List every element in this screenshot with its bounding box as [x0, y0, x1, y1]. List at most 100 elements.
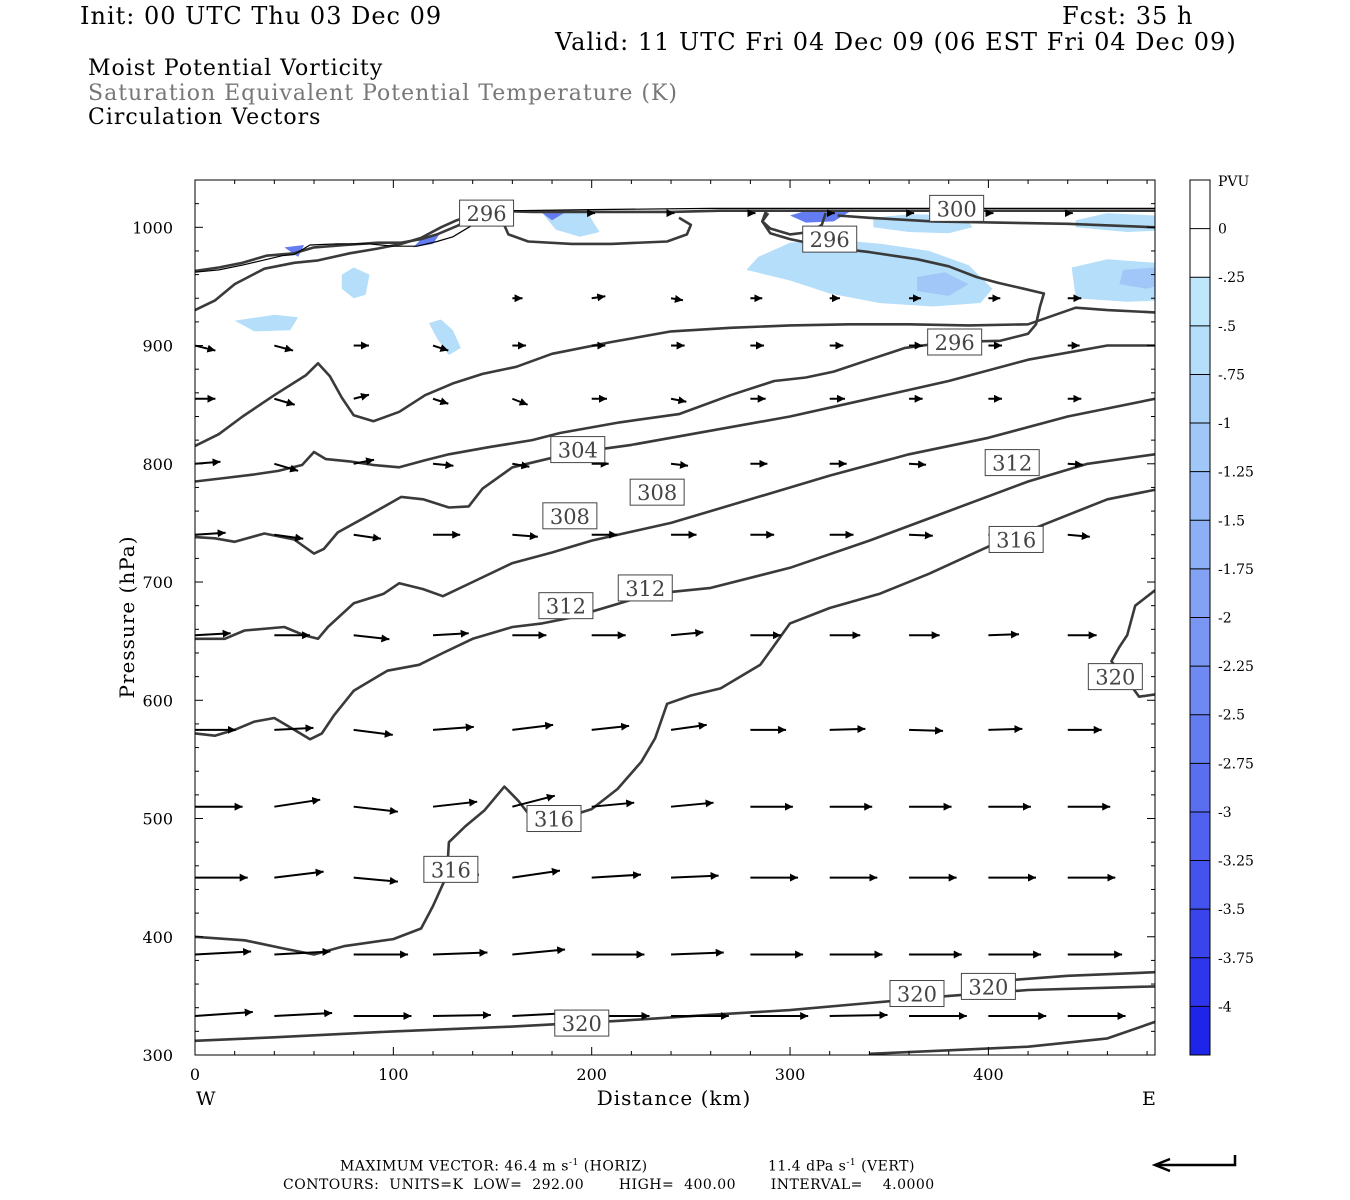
circulation-vector — [512, 532, 538, 541]
circulation-vector — [1067, 532, 1090, 540]
contour-label-frame — [1087, 663, 1143, 691]
colorbar-label: -2.5 — [1218, 708, 1245, 724]
circulation-vector — [274, 462, 299, 473]
max-vector-vert: 11.4 dPa s — [768, 1158, 847, 1175]
circulation-vector — [274, 724, 314, 733]
contour-label-frame — [988, 525, 1044, 553]
colorbar-label: -.5 — [1218, 319, 1236, 335]
contour-label-box: 316 — [423, 855, 479, 883]
mpv-shading-region — [284, 245, 305, 257]
circulation-vector — [353, 876, 398, 885]
circulation-vector — [353, 634, 390, 643]
title-mpv: Moist Potential Vorticity — [88, 56, 384, 81]
contour-label-box: 320 — [889, 980, 945, 1008]
contour-label: 304 — [558, 439, 598, 463]
contour-label-box: 296 — [927, 328, 983, 356]
contour-label: 312 — [992, 452, 1032, 476]
colorbar-swatch — [1190, 957, 1210, 1007]
circulation-vector — [194, 947, 252, 956]
circulation-vector — [511, 397, 529, 406]
colorbar-label: 0 — [1218, 222, 1227, 238]
colorbar-swatch — [1190, 666, 1210, 716]
circulation-vector — [670, 799, 714, 808]
contour-label-frame — [554, 1009, 610, 1037]
circulation-vector — [353, 457, 375, 466]
valid-time: Valid: 11 UTC Fri 04 Dec 09 (06 EST Fri … — [555, 28, 1237, 56]
contour-label-frame — [929, 194, 985, 222]
mpv-shading-region — [542, 213, 564, 221]
circulation-vector — [670, 628, 704, 637]
contour-label: 316 — [534, 808, 574, 832]
contour-label: 308 — [637, 481, 677, 505]
contour-label-box: 308 — [629, 478, 685, 506]
colorbar-swatch — [1190, 520, 1210, 570]
circulation-vector — [432, 629, 469, 638]
circulation-vector — [670, 871, 719, 880]
circulation-vector — [432, 723, 474, 732]
circulation-vector — [353, 805, 398, 815]
colorbar-swatch — [1190, 568, 1210, 618]
mpv-shading-region — [341, 267, 370, 299]
circulation-vector — [274, 796, 321, 808]
colorbar-title: PVU — [1218, 174, 1250, 190]
circulation-vector — [512, 946, 566, 956]
west-label: W — [196, 1088, 216, 1110]
x-axis-title: Distance (km) — [597, 1086, 752, 1110]
colorbar-label: -1.25 — [1218, 465, 1254, 481]
mpv-shading-region — [917, 272, 969, 296]
max-vector-info: MAXIMUM VECTOR: 46.4 m s-1 (HORIZ) — [340, 1158, 648, 1175]
contour-label: 316 — [996, 528, 1036, 552]
contour-label-box: 316 — [526, 805, 582, 833]
mpv-shading-region — [234, 314, 299, 332]
circulation-vector — [432, 1011, 491, 1020]
mpv-shading-region — [1075, 213, 1155, 232]
x-tick-label: 200 — [576, 1065, 607, 1084]
contour-label: 320 — [968, 975, 1008, 999]
colorbar-swatch — [1190, 277, 1210, 327]
circulation-vector — [353, 392, 370, 401]
mpv-shading-region — [746, 239, 993, 307]
circulation-vector — [591, 799, 635, 808]
y-tick-label: 800 — [142, 455, 173, 474]
isentrope-304 — [195, 344, 1155, 555]
contour-label-frame — [423, 855, 479, 883]
circulation-vector — [670, 294, 684, 303]
circulation-vector — [194, 629, 231, 638]
circulation-vector — [432, 948, 488, 957]
title-vectors: Circulation Vectors — [88, 105, 322, 130]
isentrope-308 — [195, 397, 1155, 641]
colorbar-swatch — [1190, 860, 1210, 910]
colorbar-swatch — [1190, 763, 1210, 813]
isentrope-296 — [195, 209, 693, 312]
colorbar-label: -.75 — [1218, 367, 1245, 383]
isentrope-296 — [195, 306, 1155, 448]
circulation-vector — [670, 460, 689, 469]
circulation-vector — [591, 293, 606, 302]
colorbar-swatch — [1190, 374, 1210, 424]
contour-label-box: 320 — [1087, 663, 1143, 691]
contour-label-frame — [538, 592, 594, 620]
colorbar-swatch — [1190, 423, 1210, 473]
circulation-vector — [512, 867, 561, 879]
isentrope-312 — [195, 453, 1155, 741]
east-label: E — [1142, 1088, 1156, 1110]
contour-label: 296 — [467, 202, 507, 226]
colorbar-label: -2.25 — [1218, 659, 1254, 675]
circulation-vector — [591, 871, 642, 880]
circulation-vector — [353, 533, 382, 542]
contour-label-frame — [802, 225, 858, 253]
colorbar-swatch — [1190, 617, 1210, 667]
contour-label-box: 312 — [617, 574, 673, 602]
colorbar-swatch — [1190, 228, 1210, 278]
colorbar-label: -3.75 — [1218, 951, 1254, 967]
reference-vector-arrow — [1151, 1155, 1237, 1173]
colorbar-swatch — [1190, 909, 1210, 959]
circulation-vector — [512, 793, 556, 808]
circulation-vector — [670, 396, 687, 405]
circulation-vector — [829, 1011, 888, 1020]
contour-label: 312 — [546, 595, 586, 619]
circulation-vector — [432, 397, 449, 406]
y-tick-label: 300 — [142, 1046, 173, 1065]
contour-label: 296 — [935, 331, 975, 355]
y-tick-label: 1000 — [132, 218, 173, 237]
